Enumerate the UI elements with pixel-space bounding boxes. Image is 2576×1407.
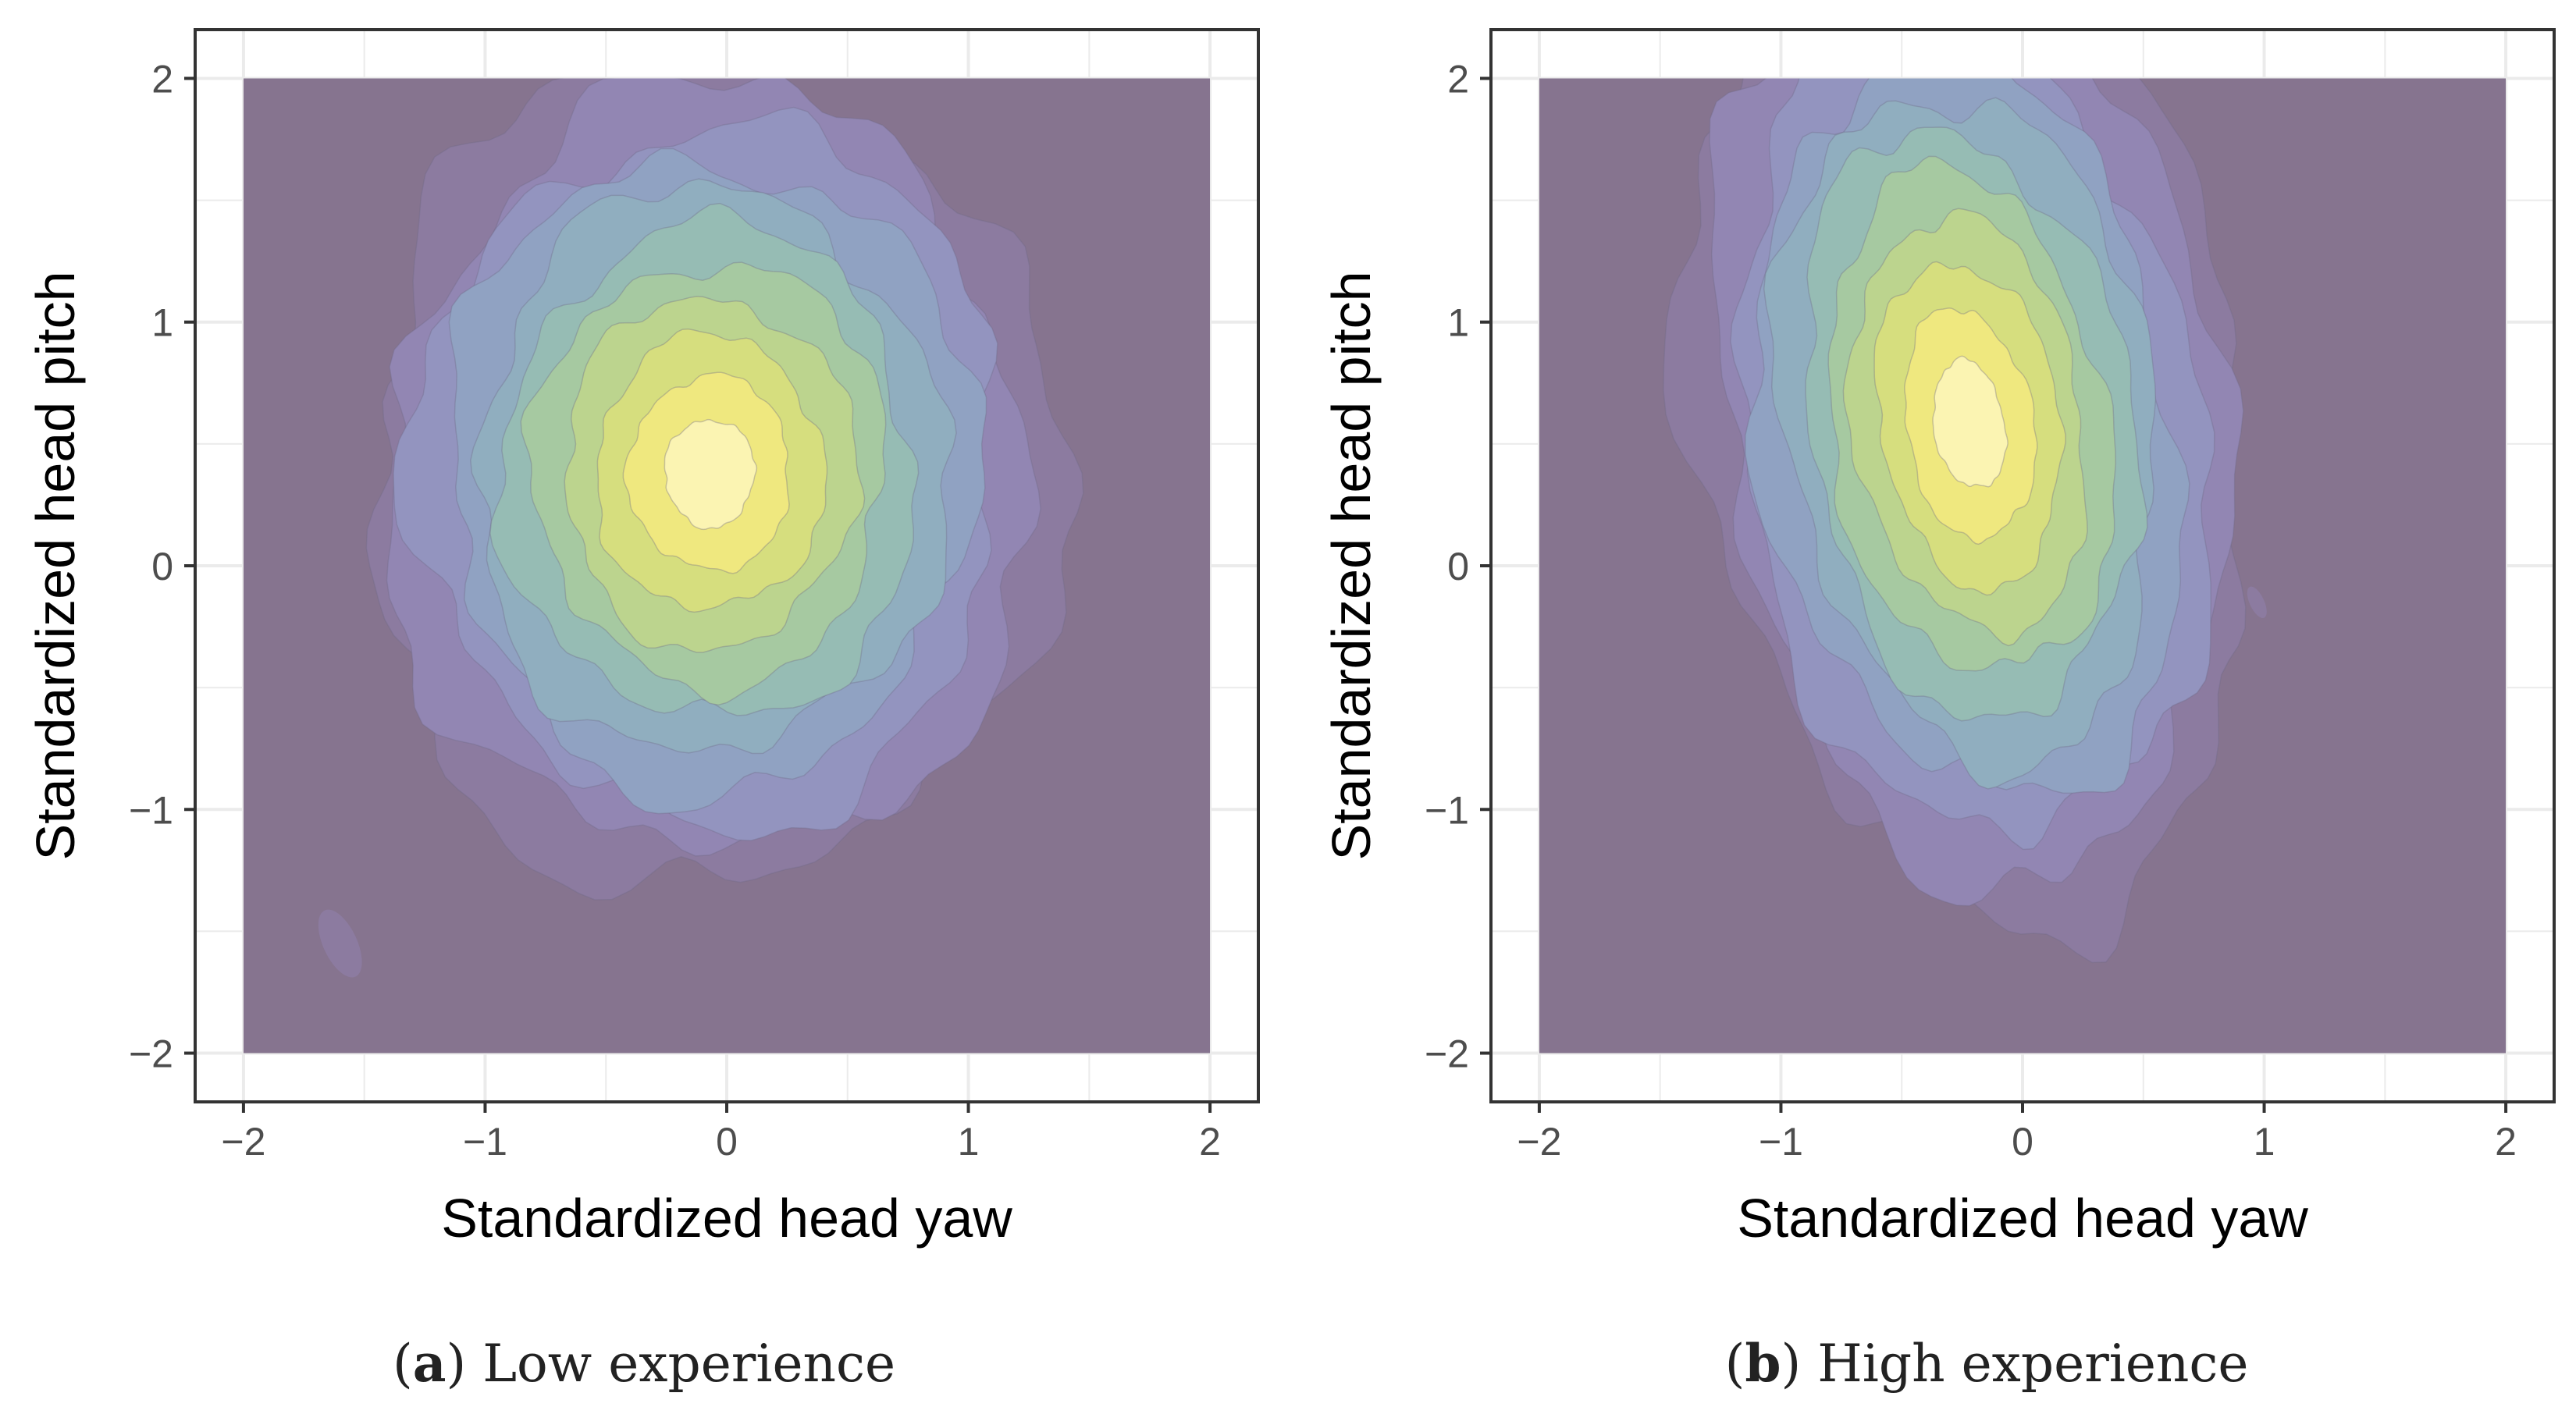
caption-text: Low experience [482,1334,895,1394]
y-tick-label: 0 [1447,545,1469,588]
y-tick-label: 1 [151,301,173,345]
caption-paren-open: ( [393,1334,413,1394]
x-tick-label: 0 [2012,1120,2033,1164]
panel-low-experience: −2 −1 0 1 2 −2 −1 0 1 2 Standardized head yaw Stand… [25,28,1260,1394]
x-axis-title: Standardized head yaw [441,1188,1012,1249]
x-tick-label: 1 [2254,1120,2275,1164]
y-tick-label: 0 [151,545,173,588]
panel-caption: (a) Low experience [393,1333,895,1394]
x-tick-label: −1 [1759,1120,1803,1164]
y-axis-title: Standardized head pitch [1321,272,1382,861]
panel-high-experience: −2 −1 0 1 2 −2 −1 0 1 2 Standardized head yaw Stand… [1321,28,2556,1394]
y-tick-label: 2 [151,57,173,101]
x-tick-label: −1 [463,1120,507,1164]
caption-label: a [413,1333,447,1394]
y-tick-label: 1 [1447,301,1469,345]
y-tick-label: −1 [129,788,173,832]
panel-caption: (b) High experience [1725,1333,2249,1394]
x-tick-label: 1 [958,1120,980,1164]
caption-paren-open: ( [1725,1334,1745,1394]
density-level-11 [664,418,758,531]
y-tick-label: −2 [1425,1032,1469,1076]
y-tick-label: −1 [1425,788,1469,832]
y-tick-label: −2 [129,1032,173,1076]
density-fill [1539,78,2507,1053]
caption-label: b [1745,1333,1781,1394]
x-tick-label: 2 [2495,1120,2517,1164]
density-island [2247,586,2267,619]
x-tick-label: 2 [1199,1120,1221,1164]
caption-paren-close: ) [446,1334,482,1394]
caption-text: High experience [1817,1334,2248,1394]
density-island [318,909,362,978]
x-tick-label: −2 [1517,1120,1561,1164]
x-tick-label: −2 [221,1120,265,1164]
density-fill [243,78,1211,1053]
x-axis-title: Standardized head yaw [1737,1188,2308,1249]
y-tick-label: 2 [1447,57,1469,101]
density-level-11 [1932,355,2008,488]
y-axis-title: Standardized head pitch [25,272,86,861]
x-tick-label: 0 [716,1120,738,1164]
caption-paren-close: ) [1781,1334,1817,1394]
